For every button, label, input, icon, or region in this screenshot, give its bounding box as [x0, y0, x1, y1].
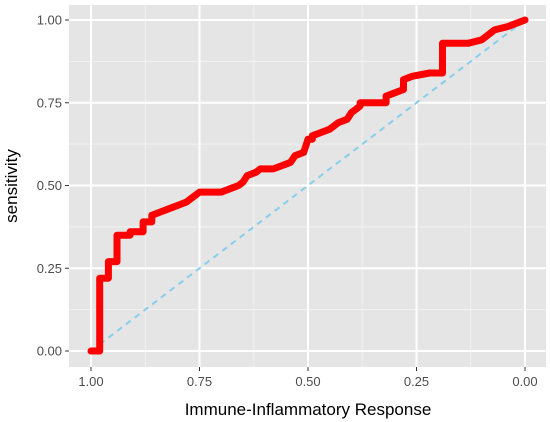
ticks-layer: 1.00 0.75 0.50 0.25 0.00 0.00 0.25 0.50 0.75 1.00 [37, 13, 538, 390]
x-axis-title: Immune-Inflammatory Response [185, 400, 432, 419]
y-tick-label: 0.25 [37, 261, 62, 276]
x-tick-label: 0.00 [512, 374, 537, 389]
x-tick-label: 1.00 [78, 374, 103, 389]
y-tick-label: 0.50 [37, 178, 62, 193]
roc-curve-line [87, 16, 529, 355]
y-tick-label: 0.75 [37, 95, 62, 110]
x-tick-label: 0.75 [187, 374, 212, 389]
y-axis-title: sensitivity [2, 149, 21, 223]
series-layer [87, 16, 529, 355]
x-tick-label: 0.50 [295, 374, 320, 389]
y-tick-label: 1.00 [37, 13, 62, 28]
x-tick-label: 0.25 [404, 374, 429, 389]
reference-diagonal-line [90, 19, 526, 352]
major-gridlines [69, 5, 546, 367]
y-tick-label: 0.00 [37, 344, 62, 359]
